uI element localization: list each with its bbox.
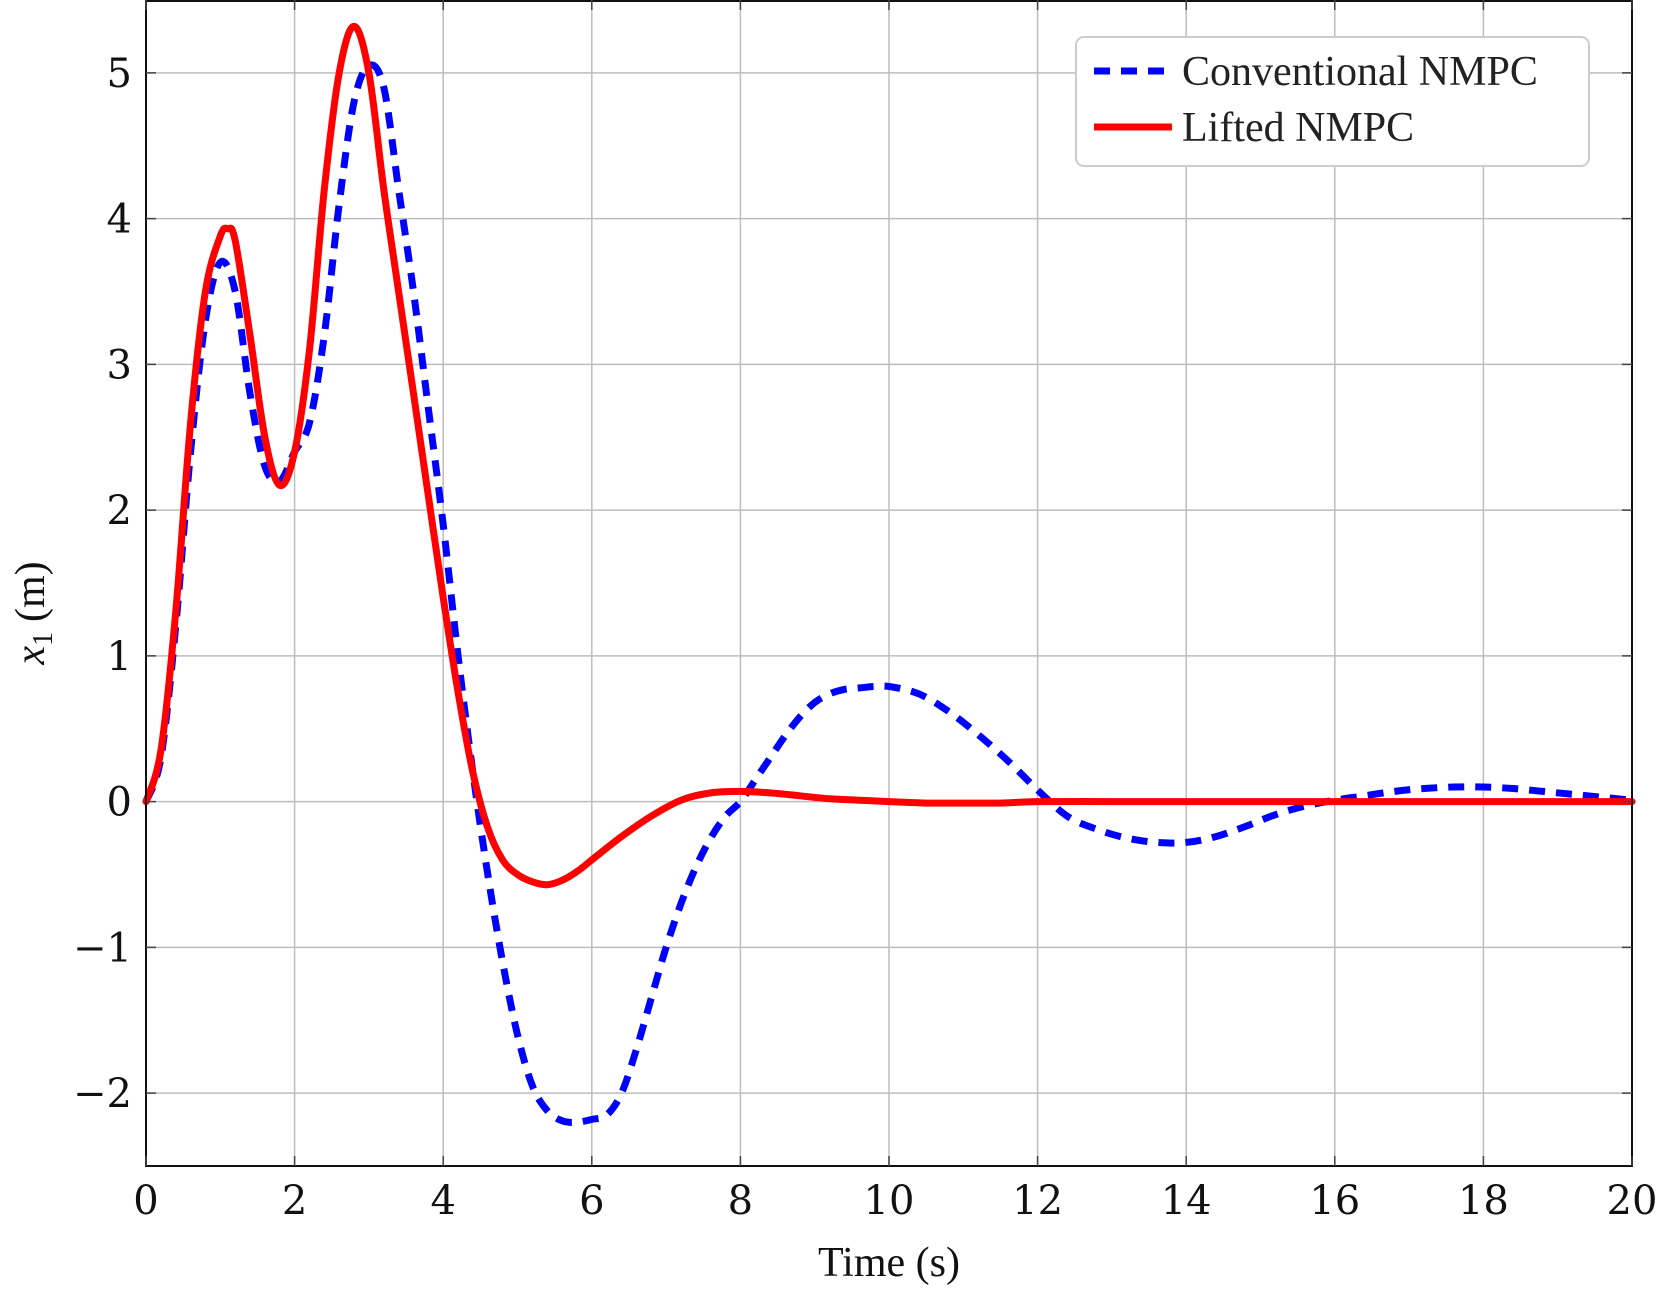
- x-tick-label: 16: [1309, 1178, 1360, 1224]
- x-tick-label: 8: [728, 1178, 753, 1224]
- y-axis-label: x1 (m): [8, 561, 59, 665]
- x-axis-label: Time (s): [818, 1240, 960, 1286]
- x-tick-label: 18: [1458, 1178, 1509, 1224]
- x-tick-label: 12: [1012, 1178, 1063, 1224]
- series-line-lifted-nmpc: [142, 22, 1636, 889]
- y-tick-label: 4: [107, 197, 132, 243]
- legend-box: [1075, 36, 1590, 167]
- series-lines: [142, 22, 1636, 1126]
- x-tick-label: 4: [430, 1178, 455, 1224]
- x-tick-label: 14: [1161, 1178, 1212, 1224]
- x-tick-label: 0: [133, 1178, 158, 1224]
- y-axis-label-var: x: [8, 646, 54, 666]
- y-tick-label: 2: [107, 488, 132, 534]
- x-tick-label: 6: [579, 1178, 604, 1224]
- y-tick-label: −2: [73, 1071, 132, 1117]
- x-tick-label: 2: [282, 1178, 307, 1224]
- x-tick-label: 10: [864, 1178, 915, 1224]
- y-tick-label: 3: [107, 342, 132, 388]
- legend: Conventional NMPC Lifted NMPC: [1075, 36, 1590, 167]
- legend-label-conventional: Conventional NMPC: [1182, 49, 1538, 95]
- legend-label-lifted: Lifted NMPC: [1182, 105, 1414, 151]
- y-axis-label-unit: (m): [8, 561, 54, 622]
- y-tick-label: 5: [107, 51, 132, 97]
- x-tick-label: 20: [1607, 1178, 1658, 1224]
- y-tick-label: 1: [107, 634, 132, 680]
- y-axis-label-sub: 1: [28, 632, 59, 646]
- grid: [145, 0, 1633, 1166]
- y-tick-label: −1: [73, 925, 132, 971]
- series-line-conventional-nmpc: [142, 61, 1633, 1126]
- y-tick-label: 0: [107, 780, 132, 826]
